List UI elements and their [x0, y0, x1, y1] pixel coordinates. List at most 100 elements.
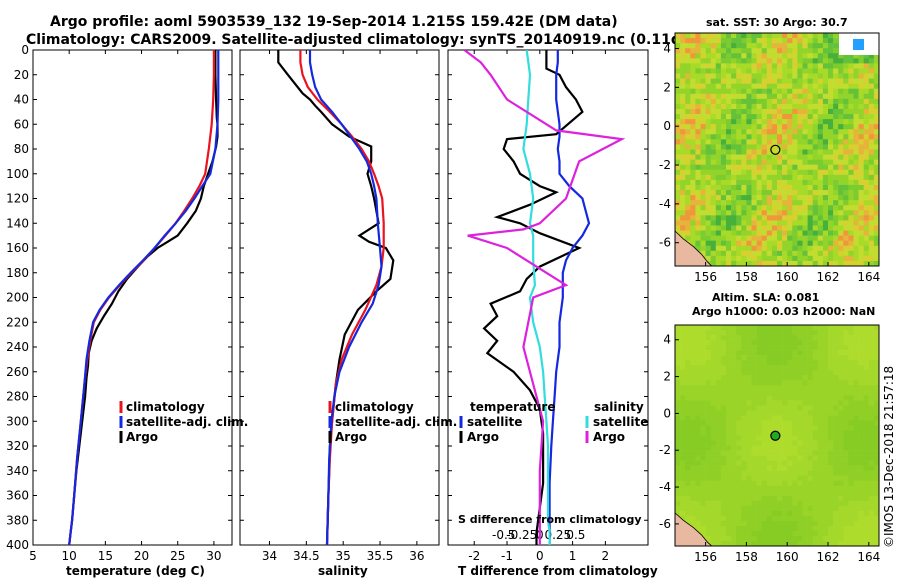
map-cell: [868, 535, 875, 542]
map-cell: [873, 380, 879, 386]
map-cell: [695, 375, 701, 381]
map-cell: [756, 220, 762, 226]
map-cell: [710, 360, 717, 366]
map-cell: [822, 38, 829, 44]
map-cell: [873, 395, 879, 401]
map-cell: [838, 460, 844, 466]
map-cell: [777, 495, 783, 502]
map-cell: [787, 335, 793, 341]
map-cell: [802, 515, 808, 522]
map-cell: [736, 410, 742, 416]
map-cell: [868, 159, 875, 165]
map-cell: [700, 83, 706, 90]
map-cell: [751, 78, 757, 84]
map-cell: [746, 370, 752, 376]
map-cell: [736, 430, 742, 436]
legend-s-satellite-label: satellite: [593, 415, 648, 429]
map-cell: [792, 500, 798, 507]
map-cell: [680, 63, 686, 69]
map-cell: [731, 164, 737, 171]
map-cell: [812, 184, 819, 191]
map-cell: [802, 325, 808, 331]
map-cell: [771, 460, 778, 466]
map-cell: [731, 210, 737, 216]
map-cell: [797, 395, 803, 401]
map-cell: [777, 43, 783, 49]
map-cell: [868, 134, 875, 140]
map-cell: [782, 460, 788, 466]
map-cell: [715, 169, 722, 176]
map-cell: [787, 490, 793, 497]
map-cell: [807, 540, 813, 546]
map-cell: [833, 360, 839, 366]
map-cell: [777, 335, 783, 341]
map-cell: [863, 159, 870, 165]
map-cell: [822, 260, 829, 266]
map-cell: [710, 154, 717, 160]
map-cell: [761, 385, 768, 391]
map-cell: [817, 485, 824, 492]
map-cell: [868, 505, 875, 512]
map-cell: [766, 240, 773, 247]
map-cell: [695, 124, 701, 130]
map-cell: [843, 455, 849, 461]
map-cell: [812, 154, 819, 160]
map-cell: [731, 103, 737, 110]
map-cell: [858, 139, 864, 145]
x-tick-label: 34.5: [293, 549, 320, 563]
map-cell: [675, 475, 681, 481]
map-cell: [736, 240, 742, 247]
map-cell: [873, 530, 879, 537]
map-cell: [797, 154, 803, 160]
map-cell: [792, 470, 798, 476]
map-cell: [731, 260, 737, 266]
map-cell: [700, 230, 706, 236]
map-cell: [858, 93, 864, 100]
map-cell: [797, 405, 803, 411]
map-cell: [792, 530, 798, 537]
map-cell: [863, 124, 870, 130]
map-cell: [715, 134, 722, 140]
map-cell: [802, 370, 808, 376]
map-cell: [777, 505, 783, 512]
map-cell: [853, 505, 859, 512]
map-cell: [853, 164, 859, 171]
map-cell: [741, 500, 747, 507]
map-cell: [802, 355, 808, 361]
map-cell: [817, 149, 824, 155]
map-cell: [817, 340, 824, 346]
map-cell: [787, 58, 793, 64]
map-cell: [731, 355, 737, 361]
map-cell: [863, 505, 870, 512]
difference-axis-ticks: -2 -1 0 1 2-0.5-0.250 0.250.5: [448, 49, 648, 563]
map-cell: [705, 495, 711, 502]
map-cell: [853, 430, 859, 436]
map-cell: [710, 510, 717, 517]
map-cell: [726, 350, 732, 356]
map-cell: [868, 485, 875, 492]
map-cell: [700, 58, 706, 64]
map-cell: [736, 440, 742, 446]
map-cell: [771, 520, 778, 527]
map-cell: [853, 220, 859, 226]
map-cell: [777, 260, 783, 266]
map-cell: [736, 335, 742, 341]
map-cell: [705, 470, 711, 476]
map-cell: [710, 370, 717, 376]
map-cell: [782, 485, 788, 492]
map-cell: [715, 88, 722, 95]
map-cell: [710, 365, 717, 371]
map-cell: [828, 455, 834, 461]
map-cell: [858, 515, 864, 522]
map-cell: [833, 325, 839, 331]
map-cell: [848, 83, 854, 90]
map-cell: [797, 220, 803, 226]
map-cell: [853, 73, 859, 79]
map-cell: [761, 325, 768, 331]
map-cell: [756, 480, 762, 487]
map-cell: [797, 103, 803, 110]
map-cell: [843, 164, 849, 171]
map-cell: [777, 535, 783, 542]
map-cell: [710, 455, 717, 461]
map-cell: [680, 43, 686, 49]
